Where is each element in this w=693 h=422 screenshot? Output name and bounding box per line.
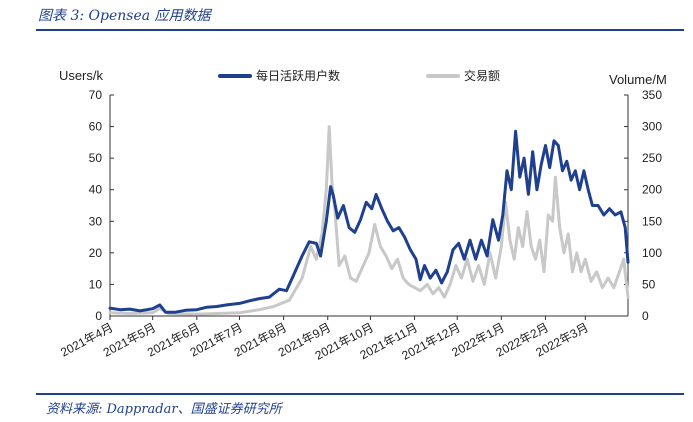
legend-label: 交易额 [464,68,500,83]
y-right-tick-label: 150 [642,214,662,228]
y-right-label: Volume/M [609,72,667,87]
ticks: 0102030405060700501001502002503003502021… [58,88,662,363]
legend: 每日活跃用户数 交易额 [218,68,500,83]
bottom-rule [36,393,684,395]
y-left-tick-label: 70 [89,88,103,102]
legend-label: 每日活跃用户数 [256,68,340,83]
y-right-tick-label: 300 [642,120,662,134]
y-right-tick-label: 0 [642,309,649,323]
y-right-tick-label: 200 [642,183,662,197]
y-left-tick-label: 20 [89,246,103,260]
y-left-tick-label: 30 [89,214,103,228]
y-right-tick-label: 350 [642,88,662,102]
y-left-tick-label: 10 [89,277,103,291]
y-left-label: Users/k [59,68,104,83]
y-left-tick-label: 50 [89,151,103,165]
top-rule [36,29,684,31]
y-right-tick-label: 50 [642,277,656,291]
source-note: 资料来源: Dappradar、国盛证券研究所 [46,402,282,417]
y-left-tick-label: 40 [89,183,103,197]
y-right-tick-label: 100 [642,246,662,260]
figure-title: 图表 3: Opensea 应用数据 [38,8,211,24]
series-line-volume [108,125,630,316]
axes: Users/k Volume/M [59,68,667,317]
y-left-tick-label: 0 [95,309,102,323]
y-right-tick-label: 250 [642,151,662,165]
series-lines [108,125,630,316]
y-left-tick-label: 60 [89,120,103,134]
series-line-users [108,129,630,314]
